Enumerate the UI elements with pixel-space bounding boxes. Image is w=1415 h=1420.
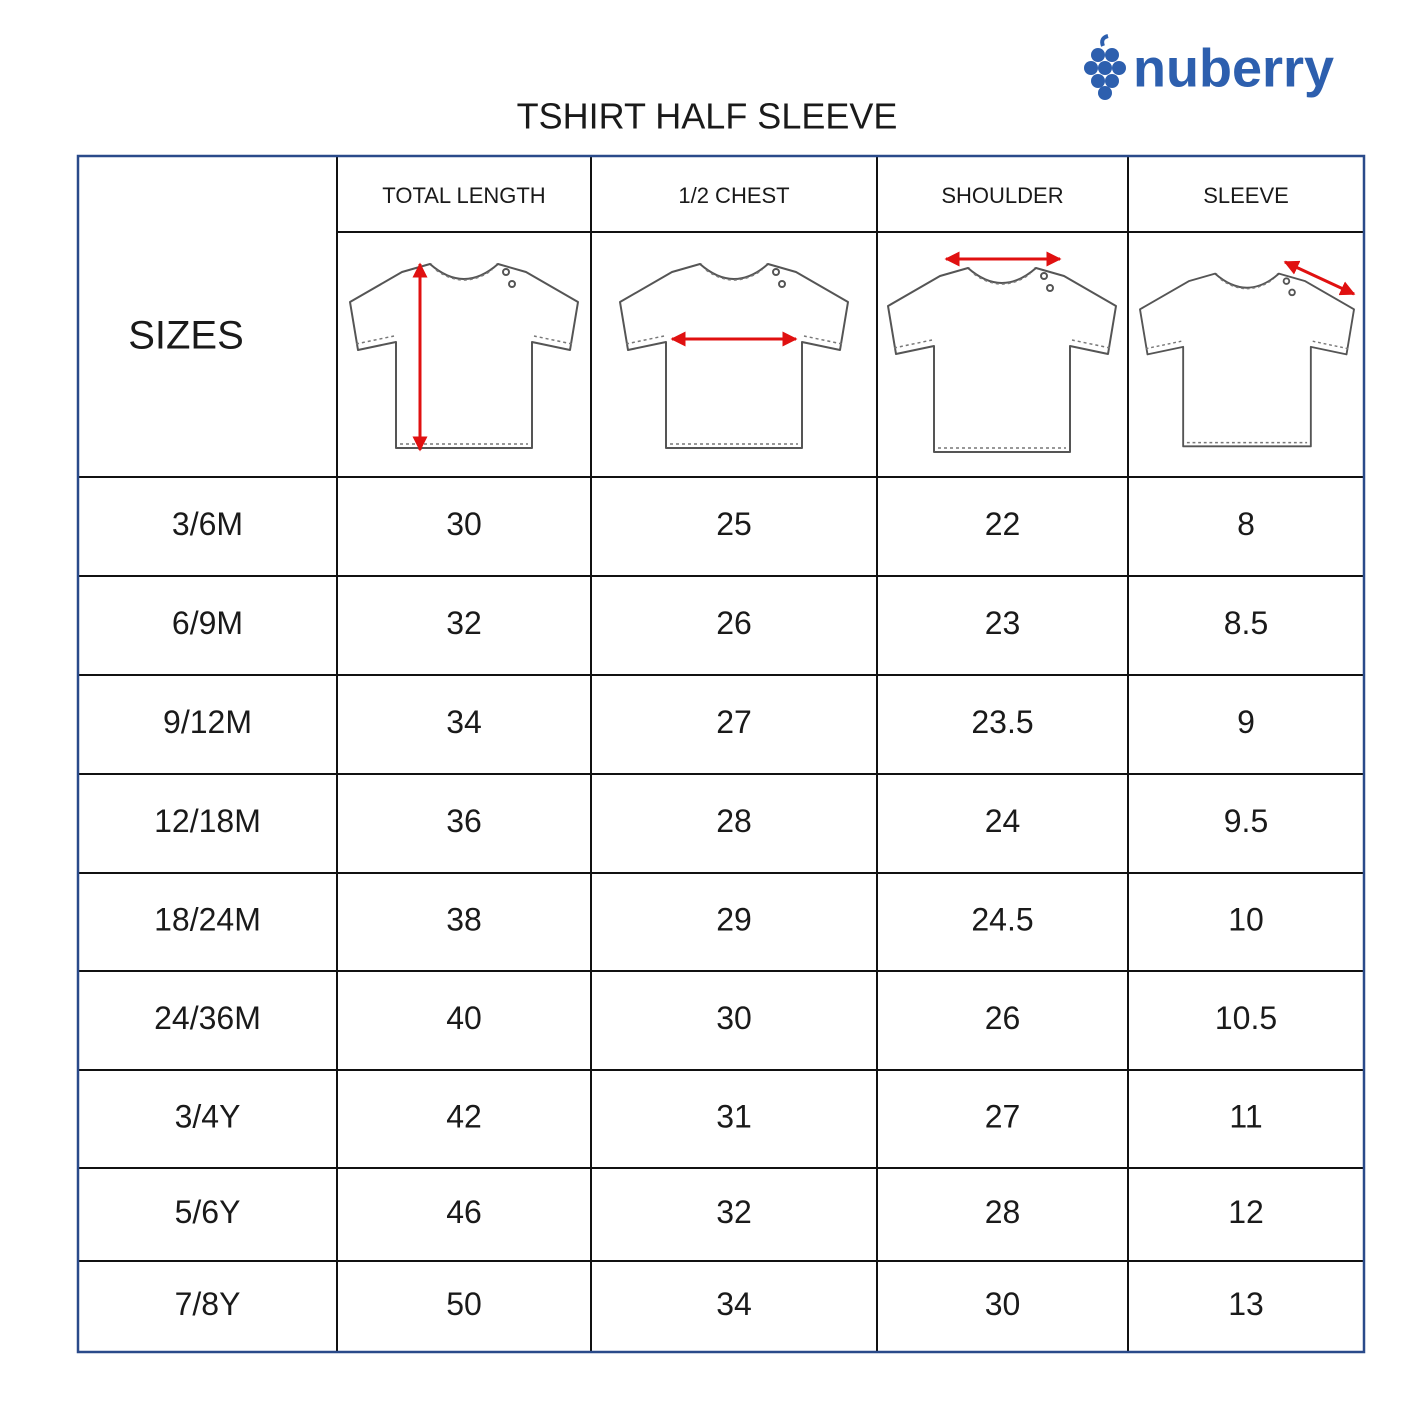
measurement: 22 <box>985 506 1021 542</box>
measurement: 38 <box>446 901 482 937</box>
column-header: SHOULDER <box>941 183 1063 208</box>
size-label: 24/36M <box>154 1000 261 1036</box>
shirt-drawing <box>1139 272 1355 448</box>
measurement: 25 <box>716 506 752 542</box>
measure-arrow <box>1283 260 1356 296</box>
measurement: 11 <box>1229 1098 1262 1134</box>
measurement: 29 <box>716 901 752 937</box>
shirt-drawing <box>349 263 579 449</box>
column-header: TOTAL LENGTH <box>382 183 545 208</box>
size-label: 5/6Y <box>175 1194 241 1230</box>
shirt-drawing <box>619 263 849 449</box>
measurement: 30 <box>716 1000 752 1036</box>
measurement: 50 <box>446 1286 482 1322</box>
table-border <box>76 154 1366 1354</box>
brand: nuberry <box>1133 38 1334 98</box>
size-label: 9/12M <box>163 704 252 740</box>
measurement: 42 <box>446 1098 482 1134</box>
measurement: 26 <box>985 1000 1021 1036</box>
logo: nuberry <box>1084 34 1334 100</box>
measurement: 8.5 <box>1224 605 1268 641</box>
corner-header: SIZES <box>128 314 244 358</box>
measurement: 28 <box>985 1194 1021 1230</box>
measurement: 32 <box>446 605 482 641</box>
measurement: 13 <box>1228 1286 1264 1322</box>
measurement: 46 <box>446 1194 482 1230</box>
measurement: 9 <box>1237 704 1255 740</box>
measurement: 10.5 <box>1215 1000 1277 1036</box>
size-label: 3/4Y <box>175 1098 241 1134</box>
size-label: 12/18M <box>154 803 261 839</box>
measurement: 30 <box>985 1286 1021 1322</box>
measurement: 26 <box>716 605 752 641</box>
measurement: 23 <box>985 605 1021 641</box>
measurement: 36 <box>446 803 482 839</box>
size-label: 18/24M <box>154 901 261 937</box>
measurement: 34 <box>716 1286 752 1322</box>
measurement: 32 <box>716 1194 752 1230</box>
measurement: 9.5 <box>1224 803 1268 839</box>
measurement: 8 <box>1237 506 1255 542</box>
title: TSHIRT HALF SLEEVE <box>517 96 898 137</box>
size-label: 6/9M <box>172 605 243 641</box>
measurement: 31 <box>716 1098 752 1134</box>
measurement: 24 <box>985 803 1021 839</box>
measurement: 28 <box>716 803 752 839</box>
measurement: 27 <box>985 1098 1021 1134</box>
size-label: 7/8Y <box>175 1286 241 1322</box>
measurement: 34 <box>446 704 482 740</box>
shirt-drawing <box>887 267 1117 453</box>
measurement: 27 <box>716 704 752 740</box>
measurement: 40 <box>446 1000 482 1036</box>
column-header: 1/2 CHEST <box>678 183 789 208</box>
measurement: 23.5 <box>971 704 1033 740</box>
measurement: 10 <box>1228 901 1264 937</box>
table-grid <box>78 156 1364 1352</box>
measurement: 12 <box>1228 1194 1264 1230</box>
measurement: 24.5 <box>971 901 1033 937</box>
measurement: 30 <box>446 506 482 542</box>
column-header: SLEEVE <box>1203 183 1289 208</box>
size-label: 3/6M <box>172 506 243 542</box>
